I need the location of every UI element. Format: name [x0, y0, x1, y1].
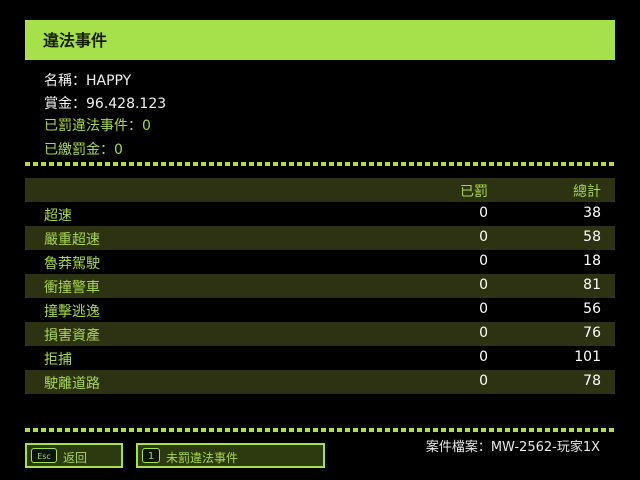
table-row: 損害資產 0 76: [25, 322, 615, 346]
punished-count: 0: [479, 301, 488, 317]
punished-count: 0: [479, 253, 488, 269]
esc-key-icon: Esc: [31, 448, 57, 463]
total-count: 78: [583, 373, 601, 389]
table-row: 駛離道路 0 78: [25, 370, 615, 394]
header-punished: 已罰: [460, 184, 488, 200]
table-header: 已罰 總計: [25, 178, 615, 202]
total-count: 58: [583, 229, 601, 245]
violation-name: 拒捕: [44, 352, 72, 368]
player-name: 名稱：HAPPY: [44, 73, 132, 89]
back-label: 返回: [63, 451, 88, 465]
table-row: 撞擊逃逸 0 56: [25, 298, 615, 322]
page-title: 違法事件: [25, 20, 615, 60]
violation-name: 超速: [44, 208, 72, 224]
divider: [25, 428, 617, 432]
total-count: 76: [583, 325, 601, 341]
table-row: 嚴重超速 0 58: [25, 226, 615, 250]
divider: [25, 162, 617, 166]
header-total: 總計: [573, 184, 601, 200]
total-count: 101: [574, 349, 601, 365]
punished-count: 0: [479, 349, 488, 365]
back-button[interactable]: Esc 返回: [25, 443, 123, 468]
violation-name: 撞擊逃逸: [44, 304, 100, 320]
punished-count: 0: [479, 373, 488, 389]
violation-name: 衝撞警車: [44, 280, 100, 296]
table-row: 衝撞警車 0 81: [25, 274, 615, 298]
violation-name: 魯莽駕駛: [44, 256, 100, 272]
table-row: 超速 0 38: [25, 202, 615, 226]
violation-name: 駛離道路: [44, 376, 100, 392]
fines-paid: 已繳罰金：0: [44, 142, 123, 158]
violation-name: 損害資產: [44, 328, 100, 344]
table-row: 魯莽駕駛 0 18: [25, 250, 615, 274]
total-count: 18: [583, 253, 601, 269]
total-count: 81: [583, 277, 601, 293]
punished-count: 0: [479, 277, 488, 293]
punished-events: 已罰違法事件：0: [44, 118, 151, 134]
punished-count: 0: [479, 205, 488, 221]
total-count: 56: [583, 301, 601, 317]
key-1-icon: 1: [142, 448, 160, 463]
punished-count: 0: [479, 325, 488, 341]
unpunished-label: 未罰違法事件: [166, 451, 239, 465]
violations-table: 已罰 總計 超速 0 38 嚴重超速 0 58 魯莽駕駛 0 18 衝撞警車 0 81 撞擊逃逸 0 56 損…: [25, 178, 615, 394]
punished-count: 0: [479, 229, 488, 245]
bounty: 賞金：96.428.123: [44, 96, 167, 112]
table-row: 拒捕 0 101: [25, 346, 615, 370]
unpunished-events-button[interactable]: 1 未罰違法事件: [136, 443, 325, 468]
total-count: 38: [583, 205, 601, 221]
violation-name: 嚴重超速: [44, 232, 100, 248]
case-file-id: 案件檔案：MW-2562-玩家1X: [425, 440, 600, 455]
